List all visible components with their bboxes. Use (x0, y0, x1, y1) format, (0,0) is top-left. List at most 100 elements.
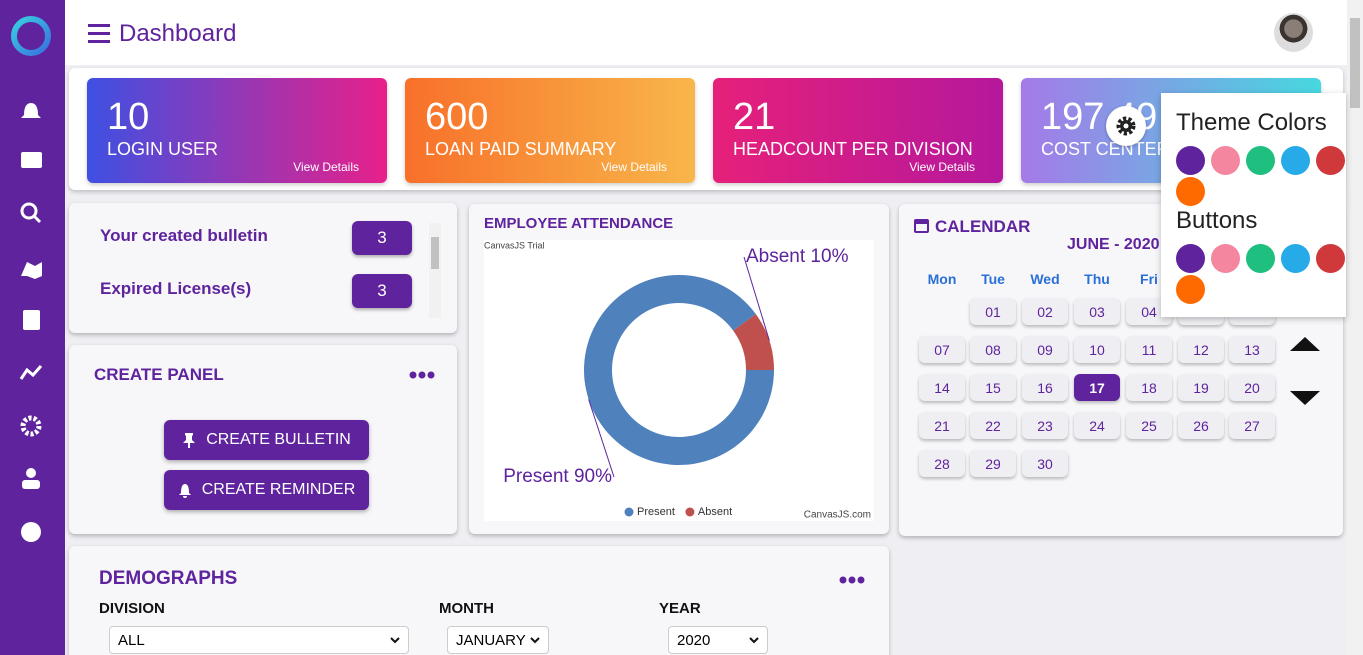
legend-marker (624, 507, 634, 517)
panel-scrollbar[interactable] (429, 223, 441, 318)
view-details-link[interactable]: View Details (293, 160, 359, 174)
calendar-day[interactable]: 28 (919, 450, 965, 477)
color-swatch[interactable] (1281, 244, 1310, 273)
view-details-link[interactable]: View Details (909, 160, 975, 174)
legend-label[interactable]: Present (637, 506, 675, 518)
prev-month[interactable] (1290, 337, 1320, 351)
scrollbar[interactable] (1347, 0, 1363, 655)
chart-credit[interactable]: CanvasJS.com (804, 510, 871, 521)
calendar-day[interactable]: 15 (970, 374, 1016, 401)
color-swatch[interactable] (1176, 177, 1205, 206)
map-icon[interactable] (21, 262, 42, 279)
calendar-day[interactable]: 08 (970, 336, 1016, 363)
calendar-day[interactable]: 01 (970, 298, 1016, 325)
calendar-day[interactable]: 27 (1229, 412, 1275, 439)
button-label: CREATE BULLETIN (206, 431, 351, 448)
color-swatch[interactable] (1316, 244, 1345, 273)
top-bar (65, 0, 1347, 65)
user-icon[interactable] (26, 468, 36, 478)
stat-card[interactable]: 21 HEADCOUNT PER DIVISION View Details (713, 78, 1003, 183)
dropdown-chevron (749, 636, 759, 643)
weekday-label: Tue (981, 271, 1005, 287)
color-swatch[interactable] (1246, 146, 1275, 175)
calendar-day[interactable]: 07 (919, 336, 965, 363)
bulletin-count[interactable]: 3 (352, 221, 412, 255)
create-button[interactable]: CREATE BULLETIN (164, 420, 369, 460)
button-icon (178, 484, 191, 498)
data-label: Present 90% (503, 466, 612, 487)
scrollbar-thumb[interactable] (1350, 18, 1360, 108)
calendar-day[interactable]: 23 (1022, 412, 1068, 439)
calendar-day[interactable]: 26 (1178, 412, 1224, 439)
legend-label[interactable]: Absent (698, 506, 732, 518)
filter-value: JANUARY (456, 631, 526, 649)
buttons-title: Buttons (1176, 207, 1258, 234)
calendar-day[interactable]: 11 (1126, 336, 1172, 363)
color-swatch[interactable] (1316, 146, 1345, 175)
color-swatch[interactable] (1176, 146, 1205, 175)
logo[interactable] (11, 16, 51, 56)
calendar-day[interactable]: 20 (1229, 374, 1275, 401)
filter-value: 2020 (677, 631, 711, 649)
calendar-day[interactable]: 12 (1178, 336, 1224, 363)
attendance-chart: CanvasJS Trial CanvasJS.com Present 90% A… (484, 240, 874, 521)
calendar-day[interactable]: 16 (1022, 374, 1068, 401)
chart-icon[interactable] (19, 365, 43, 380)
color-swatch[interactable] (1211, 244, 1240, 273)
menu-toggle[interactable] (88, 24, 110, 44)
search-icon[interactable] (20, 202, 38, 220)
filter-select[interactable]: 2020 (668, 626, 768, 654)
filter-select[interactable]: ALL (109, 626, 409, 654)
stat-card[interactable]: 10 LOGIN USER View Details (87, 78, 387, 183)
calculator-icon[interactable] (23, 310, 40, 330)
calendar-day[interactable]: 21 (919, 412, 965, 439)
weekday-label: Mon (927, 271, 957, 287)
color-swatch[interactable] (1281, 146, 1310, 175)
user-avatar[interactable] (1274, 13, 1313, 52)
stat-card[interactable]: 600 LOAN PAID SUMMARY View Details (405, 78, 695, 183)
bulletin-label: Expired License(s) (100, 279, 252, 298)
card-icon[interactable] (21, 152, 42, 168)
stat-label: COST CENTER (1041, 139, 1170, 159)
calendar-day[interactable]: 22 (970, 412, 1016, 439)
view-details-link[interactable]: View Details (601, 160, 667, 174)
chart-watermark: CanvasJS Trial (484, 240, 545, 250)
account-icon[interactable] (21, 522, 41, 542)
calendar-day[interactable]: 14 (919, 374, 965, 401)
calendar-day[interactable]: 29 (970, 450, 1016, 477)
demographs-title: DEMOGRAPHS (99, 568, 238, 589)
chart-title: EMPLOYEE ATTENDANCE (484, 215, 674, 232)
more-menu[interactable] (409, 370, 435, 380)
filter-label: YEAR (659, 600, 701, 617)
color-swatch[interactable] (1246, 244, 1275, 273)
color-swatch[interactable] (1211, 146, 1240, 175)
bulletin-count[interactable]: 3 (352, 274, 412, 308)
create-button[interactable]: CREATE REMINDER (164, 470, 369, 510)
donut-segment (733, 314, 774, 370)
calendar-day[interactable]: 17 (1074, 374, 1120, 401)
calendar-day[interactable]: 09 (1022, 336, 1068, 363)
page-title: Dashboard (119, 20, 237, 47)
calendar-day[interactable]: 13 (1229, 336, 1275, 363)
calendar-day[interactable]: 24 (1074, 412, 1120, 439)
calendar-day[interactable]: 10 (1074, 336, 1120, 363)
button-icon (183, 433, 196, 448)
settings-toggle[interactable] (1106, 106, 1146, 146)
calendar-day[interactable]: 03 (1074, 298, 1120, 325)
color-swatch[interactable] (1176, 275, 1205, 304)
calendar-day[interactable]: 02 (1022, 298, 1068, 325)
calendar-day[interactable]: 25 (1126, 412, 1172, 439)
calendar-day[interactable]: 30 (1022, 450, 1068, 477)
more-menu[interactable] (839, 575, 865, 585)
next-month[interactable] (1290, 391, 1320, 405)
filter-select[interactable]: JANUARY (447, 626, 549, 654)
filter-label: MONTH (439, 600, 494, 617)
color-swatch[interactable] (1176, 244, 1205, 273)
calendar-day[interactable]: 19 (1178, 374, 1224, 401)
panel-scroll-thumb[interactable] (431, 237, 439, 269)
settings-icon[interactable] (20, 415, 42, 437)
calendar-day[interactable]: 18 (1126, 374, 1172, 401)
legend-marker (685, 507, 695, 517)
bell-icon[interactable] (21, 103, 41, 118)
